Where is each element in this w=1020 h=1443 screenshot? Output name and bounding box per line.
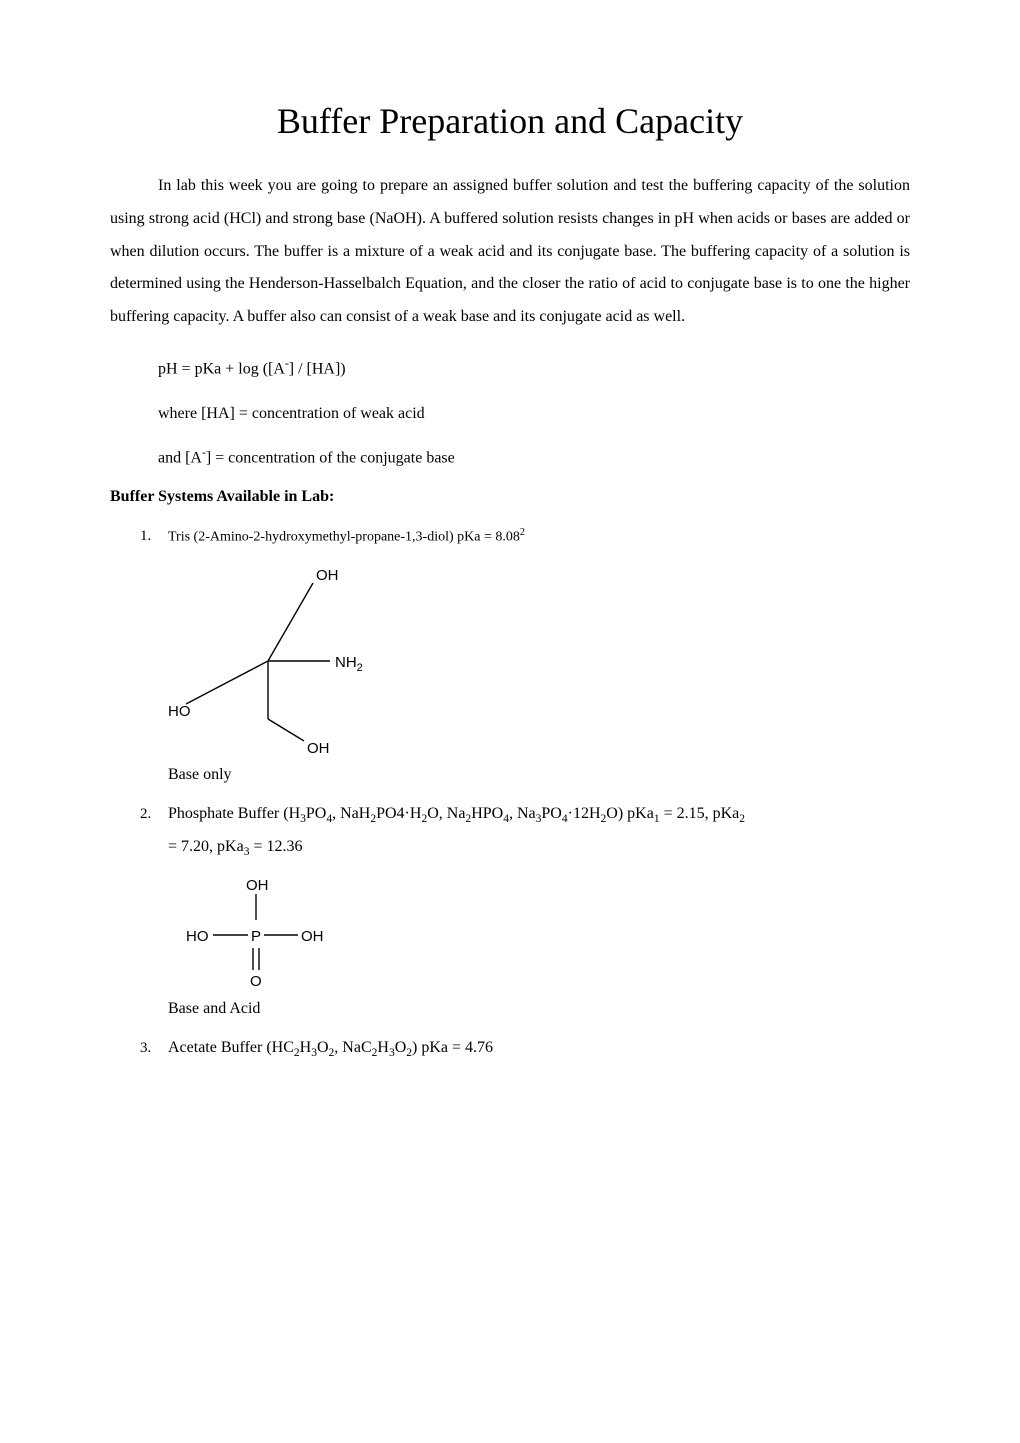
and-line: and [A-] = concentration of the conjugat… xyxy=(158,443,910,474)
and-post: ] = concentration of the conjugate base xyxy=(206,449,455,466)
phos-o: O xyxy=(250,973,262,990)
list-number: 3. xyxy=(140,1040,168,1057)
where-line: where [HA] = concentration of weak acid xyxy=(158,399,910,429)
tris-structure-diagram: OH NH2 HO OH xyxy=(168,556,910,756)
tris-nh2: NH2 xyxy=(335,654,363,674)
item1-pre: Tris (2-Amino-2-hydroxymethyl-propane-1,… xyxy=(168,529,520,544)
item1-sublabel: Base only xyxy=(168,766,910,784)
tris-oh-top: OH xyxy=(316,567,339,584)
item2-sublabel: Base and Acid xyxy=(168,1000,910,1018)
phos-oh-top: OH xyxy=(246,877,269,894)
phosphate-structure-diagram: OH P HO OH O xyxy=(168,870,910,990)
list-item-1: 1. Tris (2-Amino-2-hydroxymethyl-propane… xyxy=(140,524,910,550)
and-pre: and [A xyxy=(158,449,202,466)
item2-line2: = 7.20, pKa3 = 12.36 xyxy=(168,838,302,855)
list-item-3: 3. Acetate Buffer (HC2H3O2, NaC2H3O2) pK… xyxy=(140,1032,910,1065)
list-item-2-text: Phosphate Buffer (H3PO4, NaH2PO4·H2O, Na… xyxy=(168,798,910,864)
phos-p: P xyxy=(251,928,261,945)
henderson-equation: pH = pKa + log ([A-] / [HA]) xyxy=(158,354,910,385)
section-heading: Buffer Systems Available in Lab: xyxy=(110,488,910,506)
eq-post: ] / [HA]) xyxy=(289,360,346,377)
eq-pre: pH = pKa + log ([A xyxy=(158,360,285,377)
tris-ho: HO xyxy=(168,703,191,720)
phos-ho: HO xyxy=(186,928,209,945)
list-item-1-text: Tris (2-Amino-2-hydroxymethyl-propane-1,… xyxy=(168,524,910,550)
item2-line1: Phosphate Buffer (H3PO4, NaH2PO4·H2O, Na… xyxy=(168,805,745,822)
tris-oh-bottom: OH xyxy=(307,740,330,756)
page-title: Buffer Preparation and Capacity xyxy=(110,100,910,142)
tris-bonds xyxy=(186,583,330,741)
list-number: 1. xyxy=(140,528,168,545)
item3-text: Acetate Buffer (HC2H3O2, NaC2H3O2) pKa =… xyxy=(168,1039,493,1056)
item1-sup: 2 xyxy=(520,527,525,538)
intro-paragraph: In lab this week you are going to prepar… xyxy=(110,170,910,334)
list-item-2: 2. Phosphate Buffer (H3PO4, NaH2PO4·H2O,… xyxy=(140,798,910,864)
phos-oh-right: OH xyxy=(301,928,324,945)
list-number: 2. xyxy=(140,806,168,823)
list-item-3-text: Acetate Buffer (HC2H3O2, NaC2H3O2) pKa =… xyxy=(168,1032,910,1065)
